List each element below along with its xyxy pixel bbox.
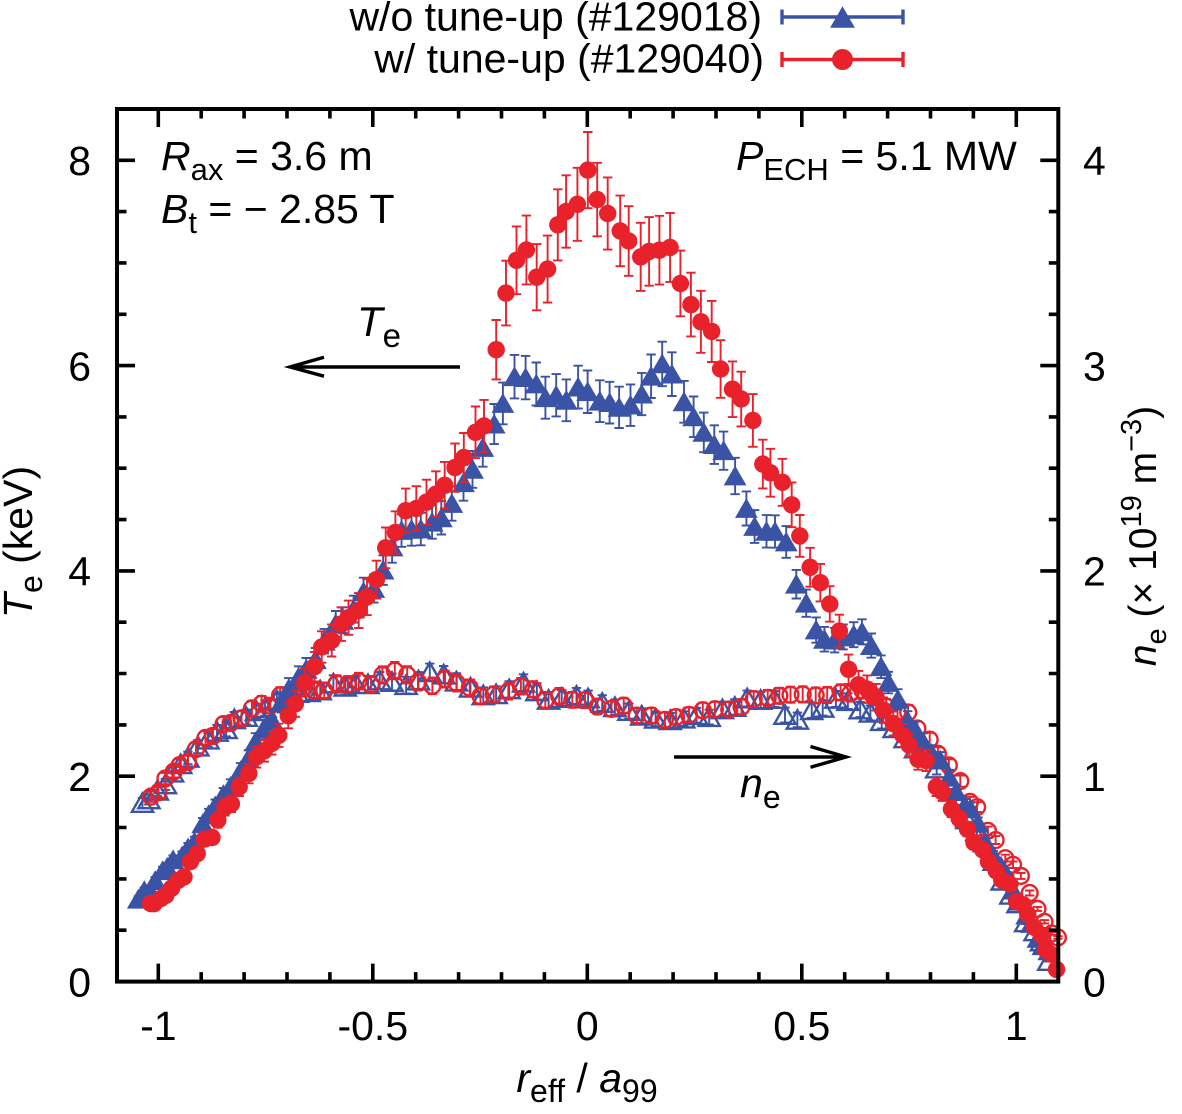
svg-text:0.5: 0.5	[773, 1003, 830, 1049]
svg-text:6: 6	[68, 343, 91, 389]
svg-text:4: 4	[68, 549, 91, 595]
svg-text:4: 4	[1083, 138, 1106, 184]
svg-text:1: 1	[1005, 1003, 1028, 1049]
svg-text:0: 0	[576, 1003, 599, 1049]
svg-text:2: 2	[68, 754, 91, 800]
svg-text:Bt = − 2.85 T: Bt = − 2.85 T	[161, 186, 395, 240]
svg-text:-0.5: -0.5	[337, 1003, 408, 1049]
svg-text:reff / a99: reff / a99	[516, 1055, 657, 1109]
svg-text:-1: -1	[140, 1003, 176, 1049]
svg-text:ne: ne	[740, 760, 781, 815]
svg-text:8: 8	[68, 138, 91, 184]
svg-text:Rax = 3.6 m: Rax = 3.6 m	[161, 133, 373, 187]
svg-text:3: 3	[1083, 343, 1106, 389]
svg-text:w/o tune-up (#129018): w/o tune-up (#129018)	[348, 0, 762, 40]
svg-text:2: 2	[1083, 549, 1106, 595]
svg-text:PECH = 5.1 MW: PECH = 5.1 MW	[736, 133, 1017, 187]
svg-text:Te: Te	[357, 298, 401, 354]
svg-text:0: 0	[1083, 959, 1106, 1005]
svg-text:1: 1	[1083, 754, 1106, 800]
svg-text:w/ tune-up (#129040): w/ tune-up (#129040)	[373, 36, 764, 82]
svg-text:Te (keV): Te (keV)	[0, 466, 49, 618]
svg-text:0: 0	[68, 959, 91, 1005]
svg-text:ne (× 1019 m−3): ne (× 1019 m−3)	[1116, 406, 1173, 666]
